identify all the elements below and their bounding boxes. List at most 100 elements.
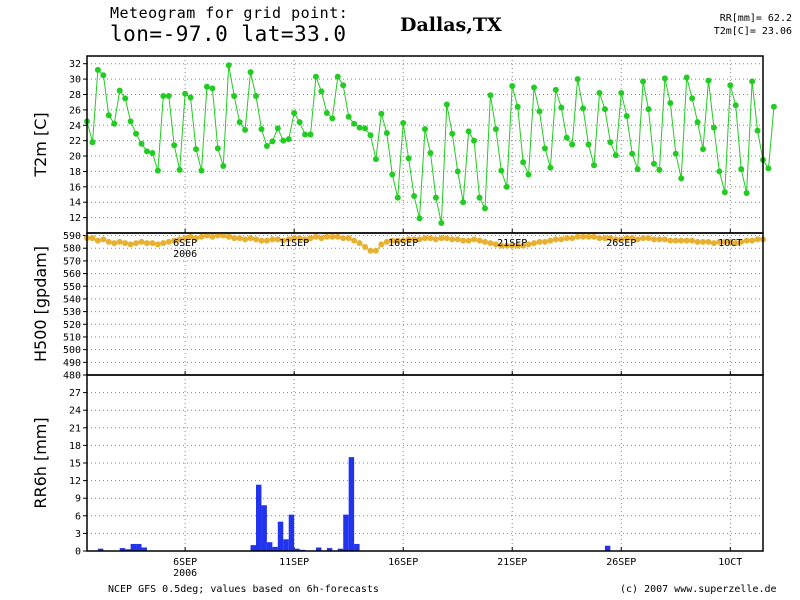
rr-bar: [261, 505, 267, 551]
h500-data-point: [591, 233, 597, 240]
t2m-data-point: [460, 199, 467, 206]
t2m-data-point: [710, 124, 717, 131]
t2m-data-point: [640, 78, 647, 85]
x-tick-label: 26SEP: [606, 557, 636, 568]
h500-data-point: [182, 235, 189, 242]
t2m-data-point: [738, 166, 745, 173]
h500-data-point: [307, 235, 314, 242]
t2m-data-point: [143, 148, 150, 155]
h500-data-point: [650, 236, 657, 243]
h500-data-point: [154, 241, 161, 248]
h500-data-point: [492, 241, 499, 248]
h500-data-point: [525, 241, 532, 248]
h500-data-point: [100, 236, 107, 243]
h500-data-point: [629, 235, 636, 242]
t2m-data-point: [743, 189, 750, 196]
t2m-data-point: [198, 167, 205, 174]
t2m-data-point: [449, 130, 456, 137]
rr-bar: [294, 548, 300, 551]
t2m-data-point: [247, 69, 254, 76]
y-tick-label: 14: [69, 198, 81, 209]
h500-data-point: [634, 236, 641, 243]
h500-data-point: [438, 235, 445, 242]
t2m-data-point: [683, 74, 690, 81]
t2m-data-point: [280, 137, 287, 144]
h500-data-point: [302, 236, 309, 243]
x-tick-label: 11SEP: [279, 557, 309, 568]
h500-data-point: [552, 236, 559, 243]
y-axis-label: T2m [C]: [31, 112, 50, 177]
h500-data-point: [471, 236, 478, 243]
h500-data-point: [285, 236, 292, 243]
h500-data-point: [481, 238, 488, 245]
t2m-data-point: [465, 128, 472, 135]
t2m-data-point: [754, 127, 761, 134]
h500-data-point: [678, 237, 685, 244]
h500-data-point: [351, 237, 358, 244]
t2m-data-point: [165, 93, 172, 100]
rr-bar: [288, 514, 295, 551]
rr-bar: [250, 545, 256, 551]
h500-data-point: [503, 242, 510, 249]
t2m-data-point: [176, 166, 183, 173]
t2m-data-point: [574, 76, 581, 83]
x-tick-label: 21SEP: [497, 238, 527, 249]
y-axis-label: H500 [gpdam]: [31, 246, 50, 362]
t2m-data-point: [351, 120, 358, 127]
y-tick-label: 510: [63, 332, 81, 343]
t2m-data-point: [471, 137, 478, 144]
t2m-data-point: [182, 90, 189, 97]
rr-bar: [277, 521, 284, 551]
x-tick-label: 26SEP: [606, 238, 636, 249]
t2m-data-point: [149, 149, 156, 156]
t2m-data-point: [340, 82, 347, 89]
t2m-data-point: [383, 129, 390, 136]
h500-data-point: [280, 237, 287, 244]
t2m-data-point: [105, 112, 112, 119]
t2m-data-point: [285, 136, 292, 143]
rr-bar: [266, 542, 273, 551]
t2m-data-point: [601, 106, 608, 113]
h500-data-point: [743, 237, 750, 244]
y-tick-label: 32: [69, 59, 81, 70]
h500-data-point: [585, 233, 592, 240]
t2m-data-point: [138, 140, 145, 147]
y-tick-label: 26: [69, 105, 81, 116]
h500-data-point: [520, 242, 527, 249]
h500-data-point: [732, 240, 739, 247]
t2m-data-point: [427, 149, 434, 156]
y-tick-label: 21: [69, 423, 81, 434]
h500-data-point: [165, 238, 172, 245]
y-tick-label: 12: [69, 476, 81, 487]
t2m-data-point: [236, 119, 243, 126]
t2m-data-point: [372, 156, 379, 163]
t2m-data-point: [302, 131, 309, 138]
h500-data-point: [487, 240, 494, 247]
t2m-data-point: [509, 83, 516, 90]
t2m-data-point: [672, 150, 679, 157]
rr-bar: [343, 514, 349, 551]
h500-data-point: [574, 233, 581, 240]
t2m-data-point: [749, 78, 756, 85]
y-axis-label: RR6h [mm]: [31, 417, 50, 508]
stat-t2m-mean: T2m[C]= 23.06: [713, 26, 792, 37]
x-tick-label: 16SEP: [388, 238, 418, 249]
h500-data-point: [143, 240, 150, 247]
t2m-data-point: [269, 138, 276, 145]
t2m-data-point: [656, 166, 663, 173]
y-tick-label: 590: [63, 231, 81, 242]
t2m-data-point: [547, 164, 554, 171]
x-tick-label: 1OCT: [718, 557, 742, 568]
rr-bar: [354, 543, 360, 551]
t2m-data-point: [389, 171, 396, 178]
h500-data-point: [116, 238, 123, 245]
t2m-data-point: [100, 72, 107, 79]
t2m-data-point: [367, 132, 374, 139]
t2m-data-point: [160, 93, 167, 100]
t2m-data-point: [329, 115, 336, 122]
t2m-data-point: [411, 193, 418, 200]
t2m-data-point: [770, 103, 777, 110]
h500-data-point: [231, 235, 238, 242]
h500-data-point: [318, 235, 325, 242]
rr-bar: [272, 546, 278, 551]
